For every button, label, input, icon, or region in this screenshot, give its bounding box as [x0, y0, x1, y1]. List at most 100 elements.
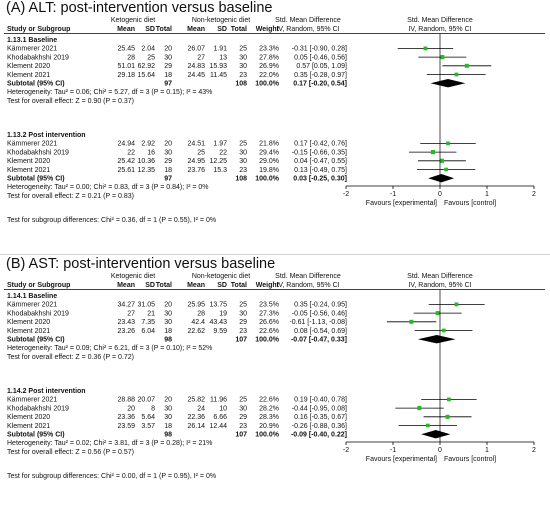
subtotal-ci: 0.03 [-0.25, 0.30]	[293, 176, 347, 183]
study-weight: 22.6%	[259, 328, 279, 335]
method-plot-header: IV, Random, 95% CI	[408, 26, 471, 33]
ctl-total: 23	[239, 167, 247, 174]
subtotal-diamond	[430, 79, 466, 88]
exp-sd: 62.92	[137, 63, 155, 70]
total-header: Total	[231, 26, 247, 33]
subtotal-diamond	[421, 430, 451, 439]
exp-mean: 51.01	[117, 63, 135, 70]
study-ci: -0.26 [-0.88, 0.36]	[292, 423, 347, 430]
subtotal-diamond	[417, 335, 456, 344]
study-name: Kämmerer 2021	[7, 141, 57, 148]
study-name: Klement 2020	[7, 63, 50, 70]
ctl-sd: 6.66	[213, 414, 227, 421]
subgroup-test-text: Test for subgroup differences: Chi² = 0.…	[7, 473, 216, 480]
exp-mean: 20	[127, 405, 135, 412]
exp-mean: 28.88	[117, 397, 135, 404]
ctl-sd: 9.59	[213, 328, 227, 335]
sd-header: SD	[217, 26, 227, 33]
study-weight: 27.8%	[259, 54, 279, 61]
favours-right: Favours [control]	[444, 456, 496, 463]
subtotal-ci: -0.07 [-0.47, 0.33]	[291, 337, 347, 344]
exp-mean: 27	[127, 310, 135, 317]
x-tick-label: -2	[343, 447, 349, 454]
ctl-mean: 27	[197, 54, 205, 61]
subtotal-exp-total: 97	[164, 176, 172, 183]
subtotal-exp-total: 98	[164, 432, 172, 439]
exp-total: 30	[164, 310, 172, 317]
exp-sd: 3.57	[141, 423, 155, 430]
study-weight: 28.2%	[259, 405, 279, 412]
ctl-total: 30	[239, 310, 247, 317]
ctl-mean: 28	[197, 310, 205, 317]
method-header: IV, Random, 95% CI	[276, 282, 339, 289]
x-tick-label: -2	[343, 191, 349, 198]
study-marker	[446, 141, 450, 146]
study-weight: 29.0%	[259, 158, 279, 165]
exp-total: 20	[164, 302, 172, 309]
study-name: Khodabakhshi 2019	[7, 310, 69, 317]
smd-header: Std. Mean Difference	[275, 17, 341, 24]
study-header: Study or Subgroup	[7, 26, 70, 33]
exp-sd: 2.04	[141, 46, 155, 53]
study-weight: 19.8%	[259, 167, 279, 174]
mean-header: Mean	[117, 26, 135, 33]
exp-sd: 20.07	[137, 397, 155, 404]
exp-total: 30	[164, 414, 172, 421]
study-ci: 0.17 [-0.42, 0.76]	[294, 141, 347, 148]
study-name: Kämmerer 2021	[7, 46, 57, 53]
study-ci: 0.16 [-0.35, 0.67]	[294, 414, 347, 421]
ctl-total: 30	[239, 54, 247, 61]
subgroup-label: 1.14.1 Baseline	[7, 293, 57, 300]
exp-total: 18	[164, 423, 172, 430]
study-ci: 0.19 [-0.40, 0.78]	[294, 397, 347, 404]
chart-title: (A) ALT: post-intervention versus baseli…	[6, 0, 273, 16]
ctl-sd: 22	[219, 149, 227, 156]
study-marker	[417, 406, 422, 411]
study-weight: 26.9%	[259, 63, 279, 70]
exp-mean: 25.61	[117, 167, 135, 174]
ctl-sd: 11.45	[210, 72, 227, 79]
exp-total: 20	[164, 397, 172, 404]
sd-header: SD	[145, 26, 155, 33]
ctl-total: 30	[239, 405, 247, 412]
study-ci: 0.05 [-0.46, 0.56]	[294, 54, 347, 61]
subtotal-ci: -0.09 [-0.40, 0.22]	[291, 432, 347, 439]
study-ci: 0.04 [-0.47, 0.55]	[294, 158, 347, 165]
exp-mean: 23.59	[117, 423, 135, 430]
subtotal-label: Subtotal (95% CI)	[7, 176, 65, 183]
exp-mean: 23.43	[117, 319, 135, 326]
subtotal-exp-total: 97	[164, 81, 172, 88]
subgroup-label: 1.13.2 Post intervention	[7, 132, 86, 139]
exp-sd: 25	[147, 54, 155, 61]
panel-divider	[0, 254, 550, 255]
study-marker	[447, 397, 451, 402]
study-ci: -0.44 [-0.95, 0.08]	[292, 405, 347, 412]
ctl-mean: 25	[197, 149, 205, 156]
forest-plot-alt: (A) ALT: post-intervention versus baseli…	[4, 0, 545, 224]
mean-header: Mean	[187, 282, 205, 289]
x-tick-label: 2	[532, 191, 536, 198]
total-header: Total	[156, 282, 172, 289]
ctl-mean: 24.83	[187, 63, 205, 70]
overall-effect-text: Test for overall effect: Z = 0.36 (P = 0…	[7, 354, 134, 361]
weight-header: Weight	[256, 26, 280, 33]
exp-mean: 25.42	[117, 158, 135, 165]
exp-total: 18	[164, 72, 172, 79]
overall-effect-text: Test for overall effect: Z = 0.56 (P = 0…	[7, 449, 134, 456]
ctl-sd: 11.96	[210, 397, 227, 404]
group-header-experimental: Ketogenic diet	[111, 273, 155, 280]
x-tick-label: 0	[438, 447, 442, 454]
study-weight: 23.3%	[259, 46, 279, 53]
study-marker	[409, 319, 414, 324]
subtotal-exp-total: 98	[164, 337, 172, 344]
exp-total: 29	[164, 63, 172, 70]
chart-title: (B) AST: post-intervention versus baseli…	[6, 256, 276, 272]
study-name: Klement 2021	[7, 167, 50, 174]
heterogeneity-text: Heterogeneity: Tau² = 0.00; Chi² = 0.83,…	[7, 184, 209, 191]
ctl-mean: 22.36	[187, 414, 205, 421]
study-weight: 28.3%	[259, 414, 279, 421]
exp-total: 30	[164, 54, 172, 61]
exp-mean: 34.27	[117, 302, 135, 309]
study-marker	[464, 63, 469, 68]
favours-right: Favours [control]	[444, 200, 496, 207]
